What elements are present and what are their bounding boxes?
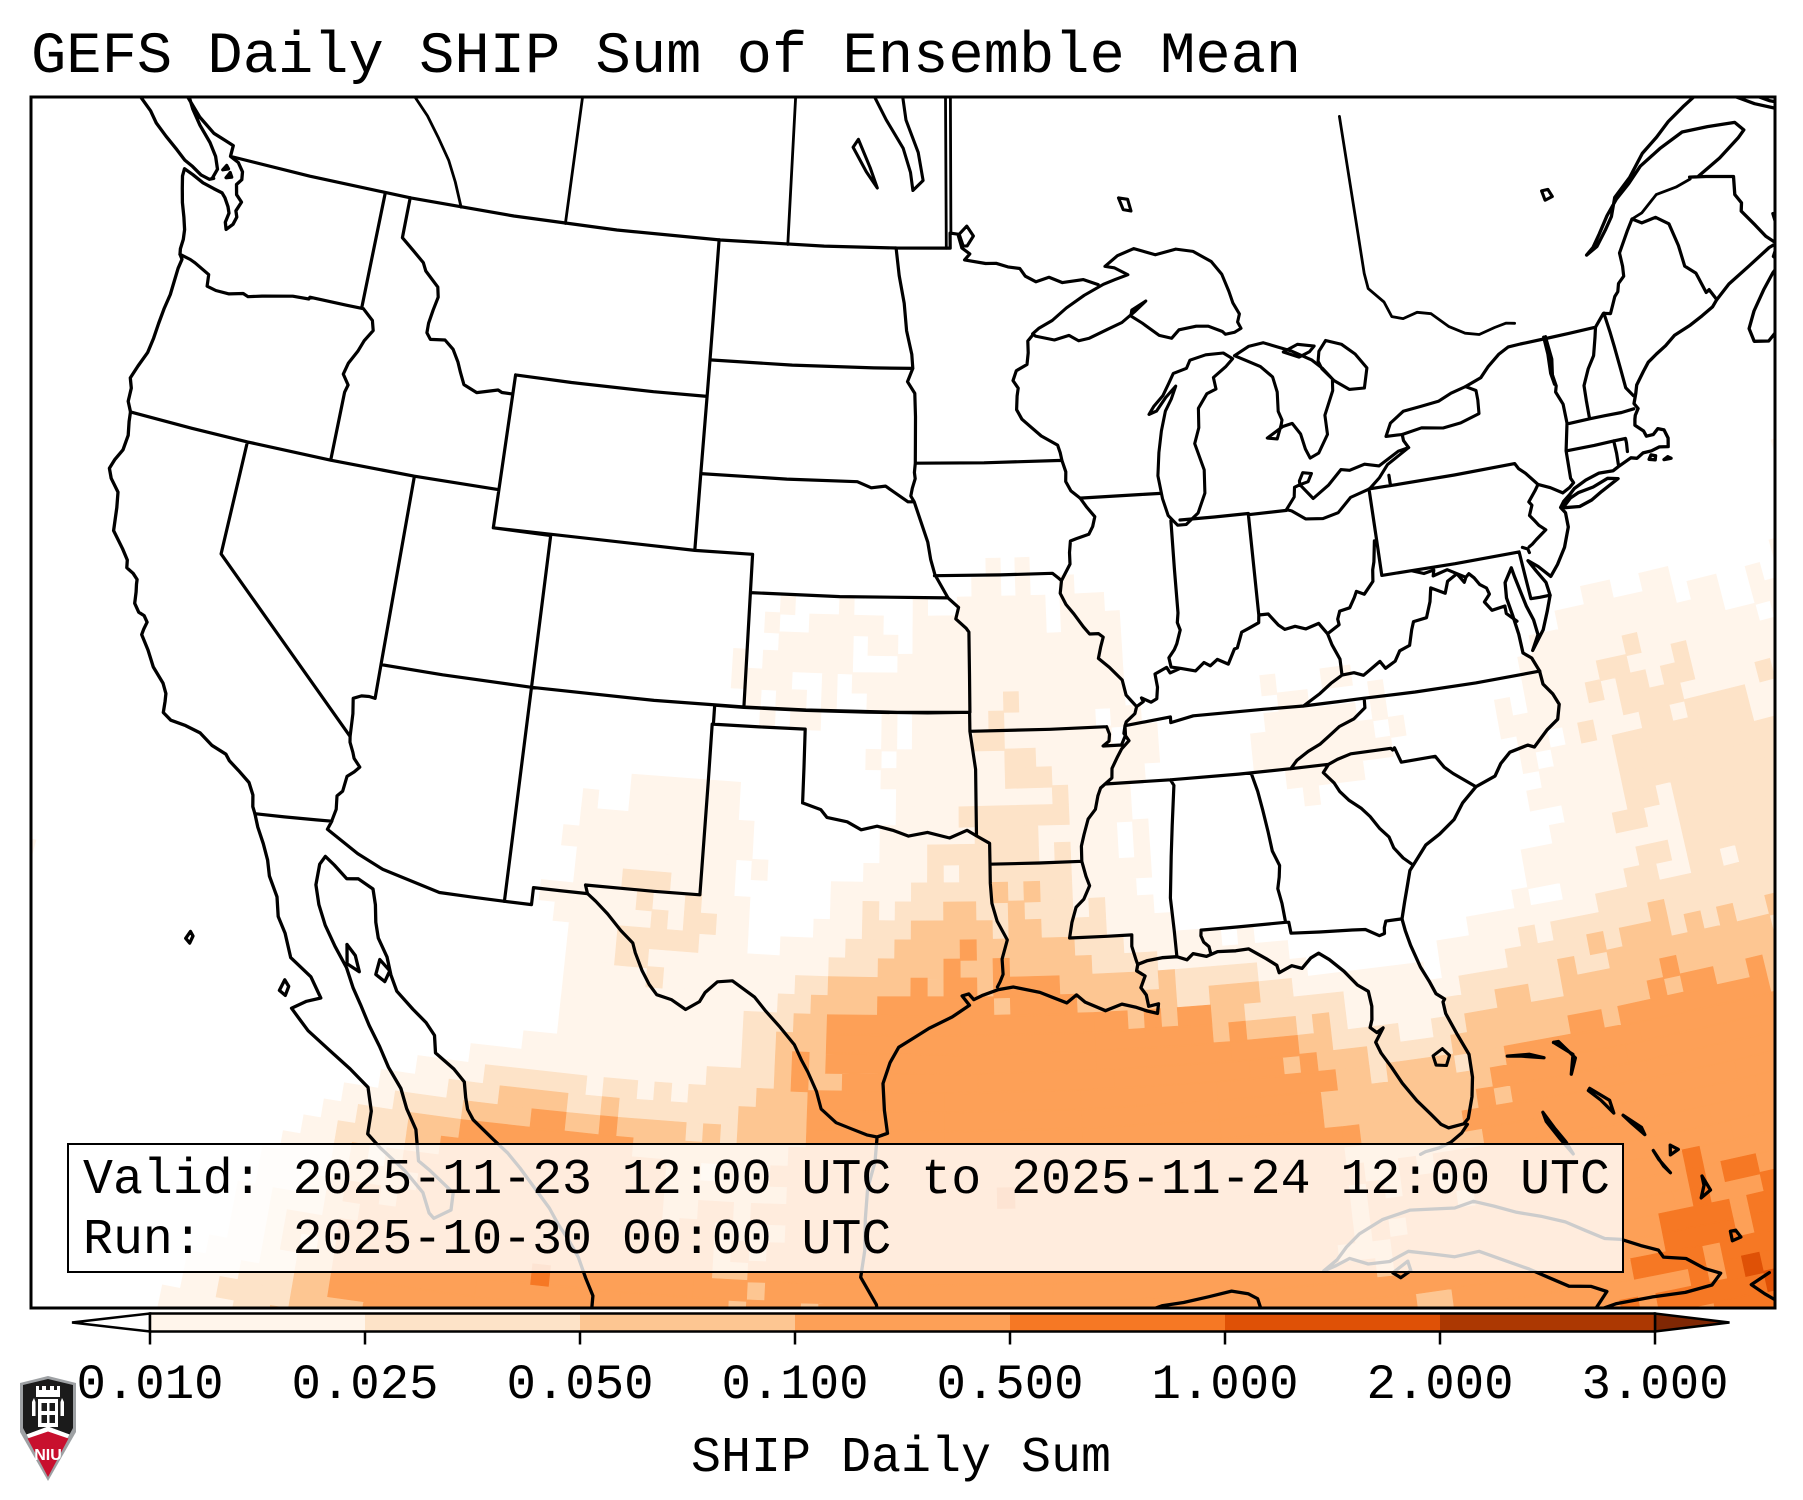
svg-text:NIU: NIU: [34, 1447, 62, 1464]
